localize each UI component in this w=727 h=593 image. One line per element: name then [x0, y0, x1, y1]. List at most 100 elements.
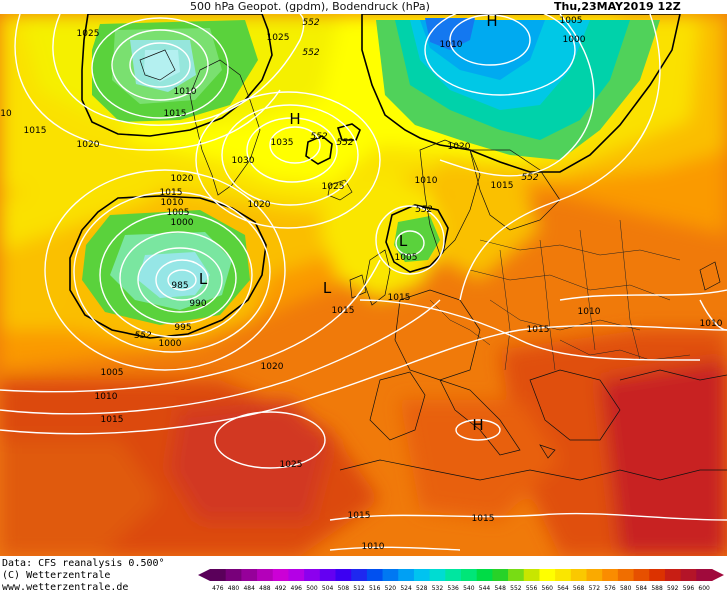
geopotential-label: 552 [521, 173, 538, 183]
low-pressure-marker: L [399, 232, 408, 250]
isobar-label: 1005 [560, 16, 583, 26]
colorbar-tick-label: 552 [510, 585, 522, 592]
isobar-label: 1015 [24, 126, 47, 136]
isobar-label: 1015 [332, 306, 355, 316]
geopotential-label: 552 [310, 132, 327, 142]
isobar-label: 1020 [448, 142, 471, 152]
website-text: www.wetterzentrale.de [2, 582, 128, 593]
colorbar-segment [429, 569, 446, 581]
isobar-label: 1010 [415, 176, 438, 186]
isobars [0, 14, 727, 551]
colorbar-tick-label: 540 [463, 585, 475, 592]
high-pressure-marker: H [289, 110, 300, 128]
colorbar-segment [241, 569, 258, 581]
isobar-label: 1030 [232, 156, 255, 166]
colorbar-tick-label: 548 [494, 585, 506, 592]
colorbar-tick-label: 584 [636, 585, 648, 592]
geopotential-field [0, 14, 727, 556]
colorbar-segment [586, 569, 603, 581]
isobar-label: 1025 [267, 33, 290, 43]
coastlines [139, 49, 727, 481]
isobar-label: 1035 [271, 138, 294, 148]
colorbar-segment [617, 569, 634, 581]
colorbar-tick-label: 536 [447, 585, 459, 592]
map-date: Thu,23MAY2019 12Z [554, 0, 681, 13]
colorbar-segment [398, 569, 415, 581]
isobar-label: 1005 [101, 368, 124, 378]
isobar-label: 1010 [700, 319, 723, 329]
colorbar-tick-label: 476 [212, 585, 224, 592]
isobar-label: 1010 [578, 307, 601, 317]
colorbar-segment [476, 569, 493, 581]
isobar-label: 1025 [77, 29, 100, 39]
colorbar-tick-label: 560 [542, 585, 554, 592]
colorbar-segment [633, 569, 650, 581]
colorbar-segment [602, 569, 619, 581]
colorbar-tick-label: 544 [479, 585, 491, 592]
colorbar-tick-label: 592 [667, 585, 679, 592]
colorbar-segment [555, 569, 572, 581]
colorbar-segment [366, 569, 383, 581]
isobar-label: 1015 [527, 325, 550, 335]
isobar-label: 1020 [248, 200, 271, 210]
isobar-label: 10 [0, 109, 12, 119]
isobar-label: 1010 [95, 392, 118, 402]
geopotential-labels: 552 552 552 552 552 552 552 [134, 18, 538, 341]
colorbar-segment [335, 569, 352, 581]
map-title: 500 hPa Geopot. (gpdm), Bodendruck (hPa) [190, 0, 430, 13]
colorbar-segment [570, 569, 587, 581]
colorbar-tick-label: 524 [400, 585, 412, 592]
isobar-label: 990 [189, 299, 206, 309]
pressure-centers: H H L L L H [199, 12, 498, 434]
isobar-label: 1015 [388, 293, 411, 303]
colorbar-tick-label: 484 [243, 585, 255, 592]
colorbar-segment [649, 569, 666, 581]
isobar-label: 1010 [362, 542, 385, 552]
isobar-label: 1025 [280, 460, 303, 470]
geopotential-label: 552 [134, 331, 151, 341]
colorbar-tick-label: 488 [259, 585, 271, 592]
colorbar-segment [680, 569, 697, 581]
colorbar-tick-label: 596 [683, 585, 695, 592]
high-pressure-marker: H [486, 12, 497, 30]
isobar-label: 1015 [164, 109, 187, 119]
colorbar-segment [272, 569, 289, 581]
isobar-label: 1015 [491, 181, 514, 191]
colorbar-tick-label: 520 [385, 585, 397, 592]
isobar-label: 1000 [159, 339, 182, 349]
colorbar-segment [382, 569, 399, 581]
colorbar-segment [461, 569, 478, 581]
geopotential-label: 552 [302, 48, 319, 58]
colorbar-tick-label: 568 [573, 585, 585, 592]
colorbar-segment [225, 569, 242, 581]
isobar-label: 1005 [395, 253, 418, 263]
colorbar-tick-label: 572 [589, 585, 601, 592]
high-pressure-marker: H [472, 416, 483, 434]
colorbar-tick-label: 528 [416, 585, 428, 592]
colorbar-segment [445, 569, 462, 581]
colorbar-segment [413, 569, 431, 581]
colorbar-tick-label: 588 [651, 585, 663, 592]
isobar-label: 1010 [440, 40, 463, 50]
colorbar-tick-label: 532 [432, 585, 444, 592]
isobar-label: 1000 [171, 218, 194, 228]
isobar-label: 1015 [348, 511, 371, 521]
isobar-label: 1010 [161, 198, 184, 208]
colorbar-left-arrow [198, 569, 210, 581]
colorbar-tick-label: 496 [291, 585, 303, 592]
colorbar-tick-label: 512 [353, 585, 365, 592]
colorbar-segment [664, 569, 682, 581]
colorbar-tick-label: 504 [322, 585, 334, 592]
colorbar-segment [319, 569, 336, 581]
country-borders [429, 219, 691, 371]
colorbar-segment [304, 569, 321, 581]
low-pressure-marker: L [199, 270, 208, 288]
colorbar: 476 480 484 488 492 496 500 504 508 512 516 520 524 5… [198, 569, 724, 592]
isobar-label: 1000 [563, 35, 586, 45]
isobar-label: 1015 [472, 514, 495, 524]
colorbar-tick-label: 516 [369, 585, 381, 592]
isobar-label: 1015 [160, 188, 183, 198]
isobar-label: 995 [174, 323, 191, 333]
